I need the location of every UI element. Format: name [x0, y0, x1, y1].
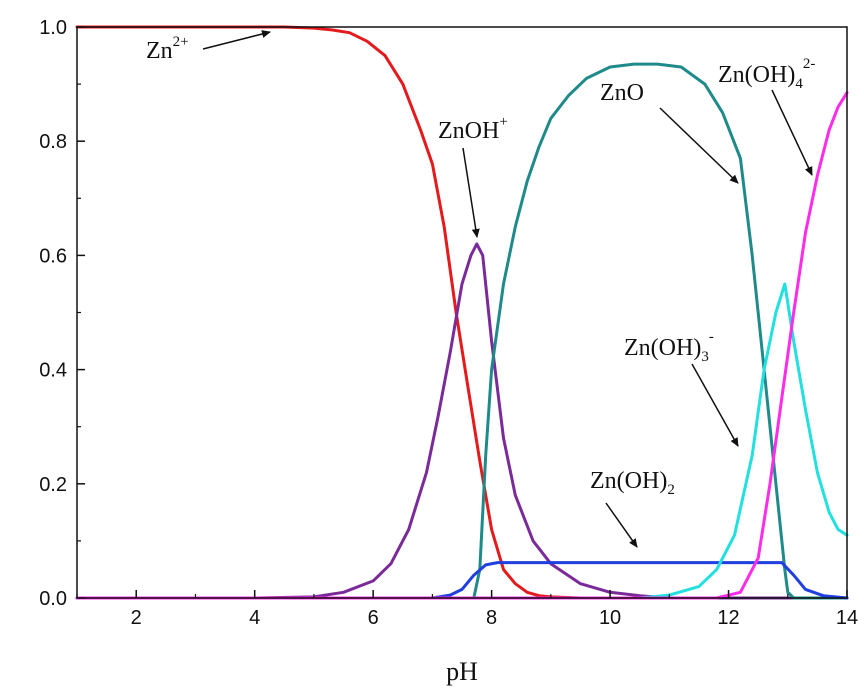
- zn2-label-superscript: 2+: [173, 34, 189, 50]
- x-tick-label: 2: [131, 607, 142, 629]
- x-axis-title: pH: [446, 657, 478, 686]
- znoh3-label: Zn(OH)3-: [624, 329, 714, 365]
- y-tick-label: 0.6: [39, 245, 67, 267]
- series-line-5: [75, 91, 849, 600]
- x-tick-label: 4: [249, 607, 260, 629]
- znoh4-label-superscript: 2-: [803, 56, 816, 72]
- znoh2-label: Zn(OH)2: [590, 468, 675, 498]
- znoh4-label: Zn(OH)42-: [718, 56, 815, 92]
- znoh4-label-arrow: [771, 89, 813, 176]
- x-tick-label: 6: [368, 607, 379, 629]
- znoh3-label-superscript: -: [709, 329, 714, 345]
- series-layer: [75, 25, 849, 600]
- znoh3-label-base: Zn(OH): [624, 335, 701, 361]
- series-line-0: [75, 25, 849, 600]
- y-tick-label: 0.4: [39, 360, 67, 382]
- zno-label-base: ZnO: [600, 80, 644, 106]
- znoh3-label-subscript: 3: [701, 349, 709, 365]
- znoh4-label-subscript: 4: [795, 76, 803, 92]
- series-line-2: [75, 62, 849, 600]
- znoh-label: ZnOH+: [438, 114, 508, 144]
- x-tick-label: 8: [486, 607, 497, 629]
- x-tick-label: 12: [717, 607, 739, 629]
- y-tick-label: 0.8: [39, 131, 67, 153]
- series-line-3: [75, 561, 849, 600]
- znoh-label-arrow: [462, 147, 480, 238]
- zn2-label-arrow: [202, 30, 271, 50]
- znoh-label-base: ZnOH: [438, 118, 499, 144]
- znoh-label-superscript: +: [499, 114, 507, 130]
- x-tick-label: 14: [836, 607, 858, 629]
- y-tick-label: 0.0: [39, 588, 67, 610]
- series-line-4: [75, 282, 849, 600]
- ticks-layer: 2 4 6 8 10 12 14 0.0 0.2 0.4 0.6 0.8 1.0: [39, 17, 858, 629]
- plot-frame: [76, 26, 848, 599]
- znoh2-label-base: Zn(OH): [590, 468, 667, 494]
- zn2-label: Zn2+: [146, 34, 189, 64]
- series-line-1: [75, 242, 849, 600]
- zno-label: ZnO: [600, 80, 644, 106]
- x-tick-label: 10: [599, 607, 621, 629]
- axes-layer: [76, 26, 848, 599]
- zno-label-arrow: [659, 107, 739, 184]
- znoh2-label-arrow: [605, 502, 638, 548]
- y-tick-label: 1.0: [39, 17, 67, 39]
- znoh4-label-base: Zn(OH): [718, 62, 795, 88]
- y-tick-label: 0.2: [39, 474, 67, 496]
- znoh2-label-subscript: 2: [667, 482, 675, 498]
- zn2-label-base: Zn: [146, 38, 173, 64]
- znoh3-label-arrow: [691, 363, 739, 447]
